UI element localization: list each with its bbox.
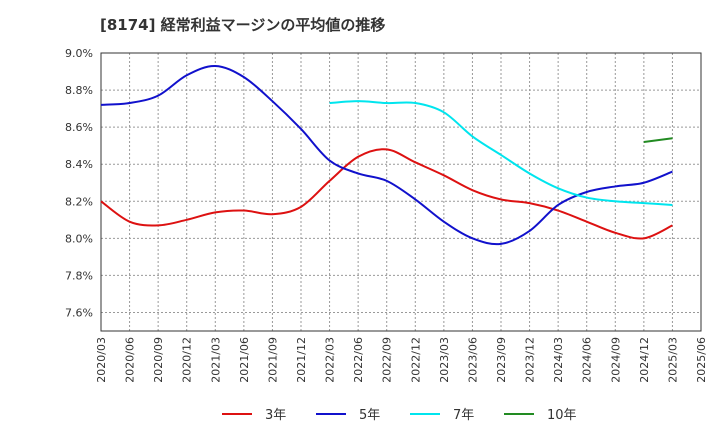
x-tick-label: 2022/12: [409, 337, 422, 383]
x-tick-label: 2020/06: [124, 337, 137, 383]
series-line-1: [100, 148, 673, 240]
chart-title: [8174] 経常利益マージンの平均値の推移: [100, 16, 386, 34]
y-tick-label: 7.6%: [65, 306, 93, 319]
x-tick-label: 2022/03: [324, 337, 337, 383]
legend-label: 5年: [359, 408, 380, 423]
x-tick-label: 2020/09: [152, 337, 165, 383]
y-tick-label: 7.8%: [65, 269, 93, 282]
y-tick-label: 8.2%: [65, 195, 93, 208]
x-tick-label: 2023/09: [495, 337, 508, 383]
grid-layer: [101, 53, 701, 331]
x-tick-label: 2021/06: [238, 337, 251, 383]
series-line-4: [643, 137, 673, 143]
x-tick-label: 2020/03: [95, 337, 108, 383]
legend-label: 10年: [547, 408, 577, 423]
x-tick-label: 2024/06: [581, 337, 594, 383]
y-ticks: 9.0% 8.8% 8.6% 8.4% 8.2% 8.0% 7.8% 7.6%: [65, 47, 93, 319]
y-tick-label: 9.0%: [65, 47, 93, 60]
x-tick-label: 2021/09: [266, 337, 279, 383]
x-tick-label: 2024/03: [552, 337, 565, 383]
x-tick-label: 2020/12: [181, 337, 194, 383]
y-tick-label: 8.6%: [65, 121, 93, 134]
plot-frame: [100, 52, 702, 332]
x-tick-label: 2021/03: [209, 337, 222, 383]
y-tick-label: 8.8%: [65, 84, 93, 97]
x-tick-label: 2022/06: [352, 337, 365, 383]
x-tick-label: 2025/03: [666, 337, 679, 383]
x-tick-label: 2021/12: [295, 337, 308, 383]
y-tick-label: 8.4%: [65, 158, 93, 171]
legend: 3年 5年 7年 10年: [222, 408, 577, 423]
x-tick-label: 2024/12: [638, 337, 651, 383]
legend-label: 7年: [453, 408, 474, 423]
x-tick-label: 2025/06: [695, 337, 708, 383]
x-tick-label: 2024/09: [609, 337, 622, 383]
x-ticks: 2020/03 2020/06 2020/09 2020/12 2021/03 2021/…: [95, 337, 708, 383]
x-tick-label: 2022/09: [381, 337, 394, 383]
legend-label: 3年: [265, 408, 286, 423]
series-layer: [100, 64, 673, 246]
x-tick-label: 2023/06: [466, 337, 479, 383]
y-tick-label: 8.0%: [65, 232, 93, 245]
series-line-3: [329, 100, 673, 206]
x-tick-label: 2023/12: [524, 337, 537, 383]
x-tick-label: 2023/03: [438, 337, 451, 383]
